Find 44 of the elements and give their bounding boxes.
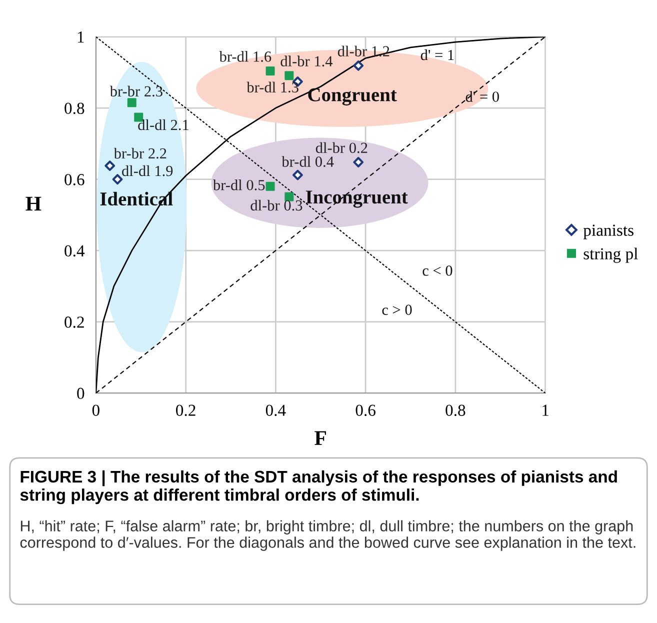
data-label: br-br 2.2 [114,148,166,159]
annotation: d' = 0 [466,91,499,102]
annotation: Incongruent [306,190,408,208]
y-tick-label: 0.4 [64,245,85,257]
point [353,60,364,71]
text: H, “hit” rate; F, “false alarm” rate; br, bright timbre; dl, dull timbre; the numbers on the graph correspond to d′-values. For the diagonals and the bowed curve see explanation in the text. [20,520,636,551]
annotation: c < 0 [422,265,452,276]
x-tick-label: 0 [92,404,100,416]
data-label: dl-br 0.3 [250,200,302,211]
point [266,182,275,191]
data-label: br-dl 1.6 [219,51,272,62]
data-label: br-br 2.3 [110,86,162,97]
x-tick-label: 0.4 [266,404,286,416]
y-tick-label: 1 [78,32,84,43]
point [112,174,123,185]
y-tick-label: 0.2 [64,316,84,328]
point [266,66,275,76]
point [127,98,136,108]
x-tick-label: 0.8 [446,404,466,416]
point [353,156,364,168]
x-tick-label: 0.2 [176,404,196,416]
legend-label: pianists [583,224,634,240]
data-label: br-dl 0.5 [212,180,265,190]
x-axis-title: F [314,431,326,445]
annotation: c > 0 [382,304,412,315]
data-label: dl-br 0.2 [316,142,368,154]
x-tick-label: 1 [542,404,548,416]
data-label: br-dl 0.4 [282,156,334,167]
y-tick-label: 0 [77,388,84,400]
caption: FIGURE 3 | The results of the SDT analysis of the responses of pianists and string players at different timbral orders of stimuli. [20,470,617,504]
y-tick-label: 0.6 [64,174,84,186]
y-axis-title: H [26,196,42,210]
point [104,160,116,171]
data-label: dl-dl 2.1 [138,119,188,130]
point [284,71,294,80]
data-label: br-dl 1.3 [246,82,298,93]
annotation: d' = 1 [420,49,454,60]
data-label: dl-br 1.4 [280,56,333,66]
y-tick-label: 0.8 [64,102,84,114]
annotation: Congruent [308,88,397,106]
x-tick-label: 0.6 [356,404,376,416]
data-label: dl-dl 1.9 [122,165,173,176]
legend-label: string pl [584,248,638,263]
point [292,170,303,180]
